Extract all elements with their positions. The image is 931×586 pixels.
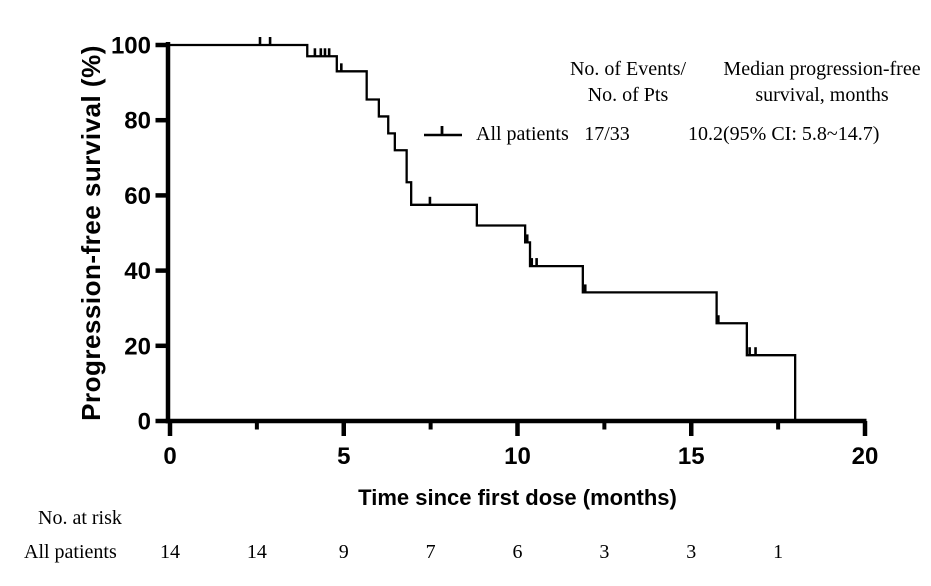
legend-median-value: 10.2(95% CI: 5.8~14.7) bbox=[688, 123, 880, 145]
at-risk-count: 3 bbox=[686, 541, 697, 563]
at-risk-count: 14 bbox=[246, 541, 267, 563]
x-tick-label: 5 bbox=[337, 443, 350, 470]
x-tick-label: 0 bbox=[163, 443, 176, 470]
legend-header-median-line2: survival, months bbox=[755, 84, 889, 106]
y-tick-label: 80 bbox=[124, 108, 151, 135]
legend-series-label: All patients bbox=[476, 123, 569, 145]
legend-events-value: 17/33 bbox=[584, 123, 630, 145]
at-risk-row-name: All patients bbox=[24, 541, 117, 563]
at-risk-count: 6 bbox=[512, 541, 523, 563]
legend-header-events: No. of Events/ No. of Pts bbox=[518, 56, 738, 108]
legend-header-events-line2: No. of Pts bbox=[587, 84, 669, 106]
y-tick-label: 20 bbox=[124, 333, 151, 360]
y-tick-label: 60 bbox=[124, 183, 151, 210]
at-risk-count: 14 bbox=[160, 541, 180, 563]
at-risk-count: 1 bbox=[773, 541, 784, 563]
at-risk-count: 3 bbox=[599, 541, 610, 563]
y-tick-label: 0 bbox=[138, 409, 151, 436]
at-risk-count: 7 bbox=[425, 541, 436, 563]
x-axis-title: Time since first dose (months) bbox=[358, 485, 677, 510]
y-axis-title: Progression-free survival (%) bbox=[76, 45, 106, 421]
y-tick-label: 100 bbox=[111, 33, 151, 60]
x-tick-label: 20 bbox=[852, 443, 879, 470]
x-tick-label: 10 bbox=[504, 443, 531, 470]
at-risk-count: 9 bbox=[338, 541, 349, 563]
at-risk-label: No. at risk bbox=[38, 507, 122, 529]
y-tick-label: 40 bbox=[124, 258, 151, 285]
legend-header-median: Median progression-free survival, months bbox=[682, 56, 931, 108]
km-curve bbox=[170, 43, 797, 421]
legend-header-median-line1: Median progression-free bbox=[723, 58, 921, 80]
legend-header-events-line1: No. of Events/ bbox=[569, 58, 687, 80]
x-tick-label: 15 bbox=[678, 443, 705, 470]
